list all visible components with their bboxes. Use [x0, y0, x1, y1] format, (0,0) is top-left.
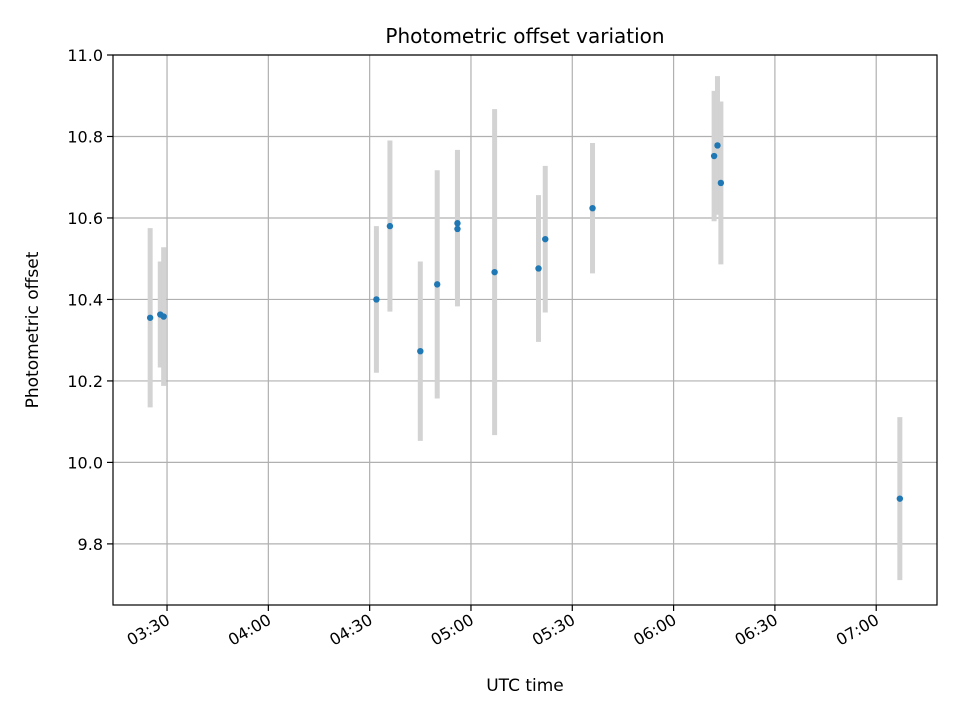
y-tick-label: 10.2 — [67, 372, 103, 391]
y-axis: 9.8 10.0 10.2 10.4 10.6 10.8 11.0 — [67, 46, 113, 554]
data-point — [433, 281, 441, 288]
data-point — [717, 179, 725, 187]
data-point — [589, 204, 596, 212]
y-tick-label: 9.8 — [78, 535, 103, 554]
y-tick-label: 10.4 — [67, 290, 103, 309]
y-tick-label: 11.0 — [67, 46, 103, 65]
data-point — [454, 220, 461, 227]
data-point — [454, 225, 461, 233]
data-point — [710, 152, 718, 160]
data-point — [896, 495, 904, 502]
data-point — [491, 268, 498, 276]
data-point — [160, 313, 167, 320]
y-tick-label: 10.6 — [67, 209, 103, 228]
y-axis-title: Photometric offset — [23, 251, 43, 408]
x-axis-title: UTC time — [486, 676, 564, 696]
data-point — [535, 265, 542, 272]
grid — [113, 54, 937, 605]
data-point — [542, 235, 549, 243]
data-points — [146, 142, 904, 502]
data-point — [714, 142, 721, 149]
plot-frame — [112, 54, 938, 606]
y-tick-label: 10.0 — [67, 453, 103, 472]
y-tick-label: 10.8 — [67, 127, 103, 146]
data-point — [417, 347, 424, 355]
data-point — [146, 314, 154, 321]
data-point — [373, 296, 380, 303]
data-point — [386, 222, 394, 230]
chart-title: Photometric offset variation — [385, 24, 664, 48]
